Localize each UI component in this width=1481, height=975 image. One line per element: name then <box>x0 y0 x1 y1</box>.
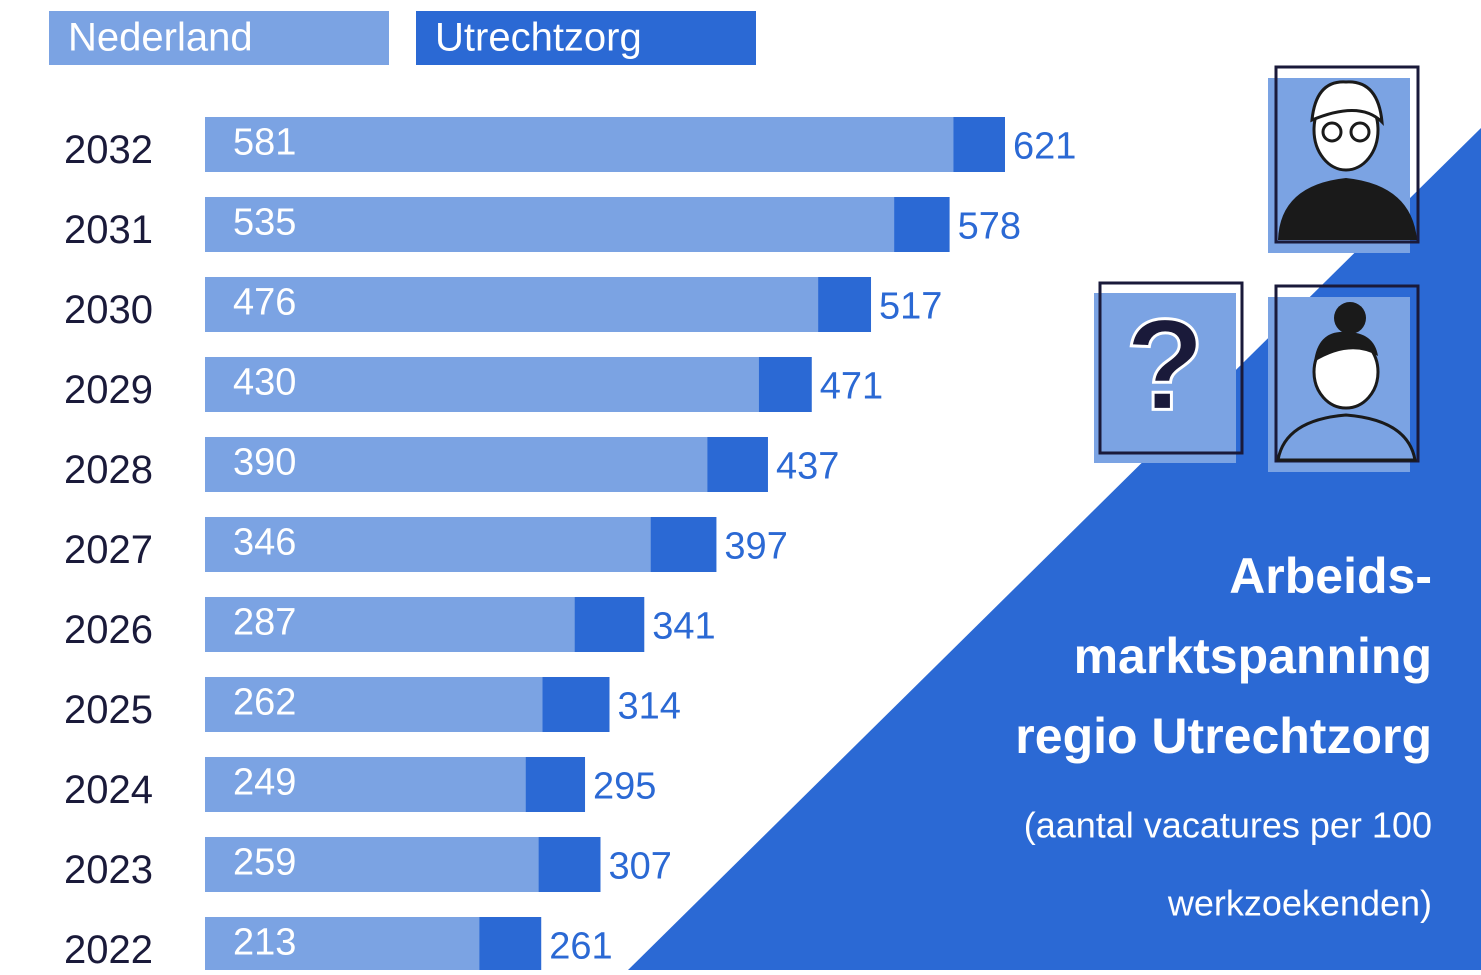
value-label: 259 <box>233 842 296 884</box>
value-label: 476 <box>233 282 296 324</box>
title: Arbeids- <box>1229 548 1432 604</box>
y-tick-label: 2027 <box>64 528 153 572</box>
value-label: 581 <box>233 122 296 164</box>
subtitle: werkzoekenden) <box>1167 883 1432 924</box>
y-tick-label: 2025 <box>64 688 153 732</box>
value-label: 517 <box>879 286 942 328</box>
svg-text:?: ? <box>1125 291 1204 437</box>
y-tick-label: 2028 <box>64 448 153 492</box>
legend: Nederland Utrechtzorg <box>49 11 756 65</box>
y-tick-label: 2022 <box>64 928 153 970</box>
value-label: 262 <box>233 682 296 724</box>
value-label: 397 <box>724 526 787 568</box>
page: {"chart_data": { "type": "bar", "orienta… <box>0 0 1481 970</box>
value-label: 430 <box>233 362 296 404</box>
y-tick-label: 2031 <box>64 208 153 252</box>
y-tick-label: 2023 <box>64 848 153 892</box>
y-tick-label: 2032 <box>64 128 153 172</box>
legend-label: Nederland <box>68 16 253 60</box>
title: marktspanning <box>1074 628 1432 684</box>
value-label: 390 <box>233 442 296 484</box>
bar <box>205 197 894 252</box>
value-label: 314 <box>618 686 681 728</box>
y-tick-label: 2029 <box>64 368 153 412</box>
value-label: 287 <box>233 602 296 644</box>
value-label: 471 <box>820 366 883 408</box>
value-label: 261 <box>549 926 612 968</box>
value-label: 213 <box>233 922 296 964</box>
bar <box>205 277 818 332</box>
value-label: 535 <box>233 202 296 244</box>
y-tick-label: 2030 <box>64 288 153 332</box>
title: regio Utrechtzorg <box>1015 708 1432 764</box>
value-label: 249 <box>233 762 296 804</box>
bar <box>205 117 953 172</box>
value-label: 578 <box>958 206 1021 248</box>
y-tick-label: 2024 <box>64 768 153 812</box>
value-label: 621 <box>1013 126 1076 168</box>
value-label: 346 <box>233 522 296 564</box>
value-label: 307 <box>608 846 671 888</box>
y-tick-label: 2026 <box>64 608 153 652</box>
value-label: 341 <box>652 606 715 648</box>
legend-label: Utrechtzorg <box>435 16 642 60</box>
subtitle: (aantal vacatures per 100 <box>1024 805 1432 846</box>
value-label: 437 <box>776 446 839 488</box>
value-label: 295 <box>593 766 656 808</box>
chart: ? Nederland Utrechtzorg 2032 581 621 2031 535… <box>0 0 1481 970</box>
